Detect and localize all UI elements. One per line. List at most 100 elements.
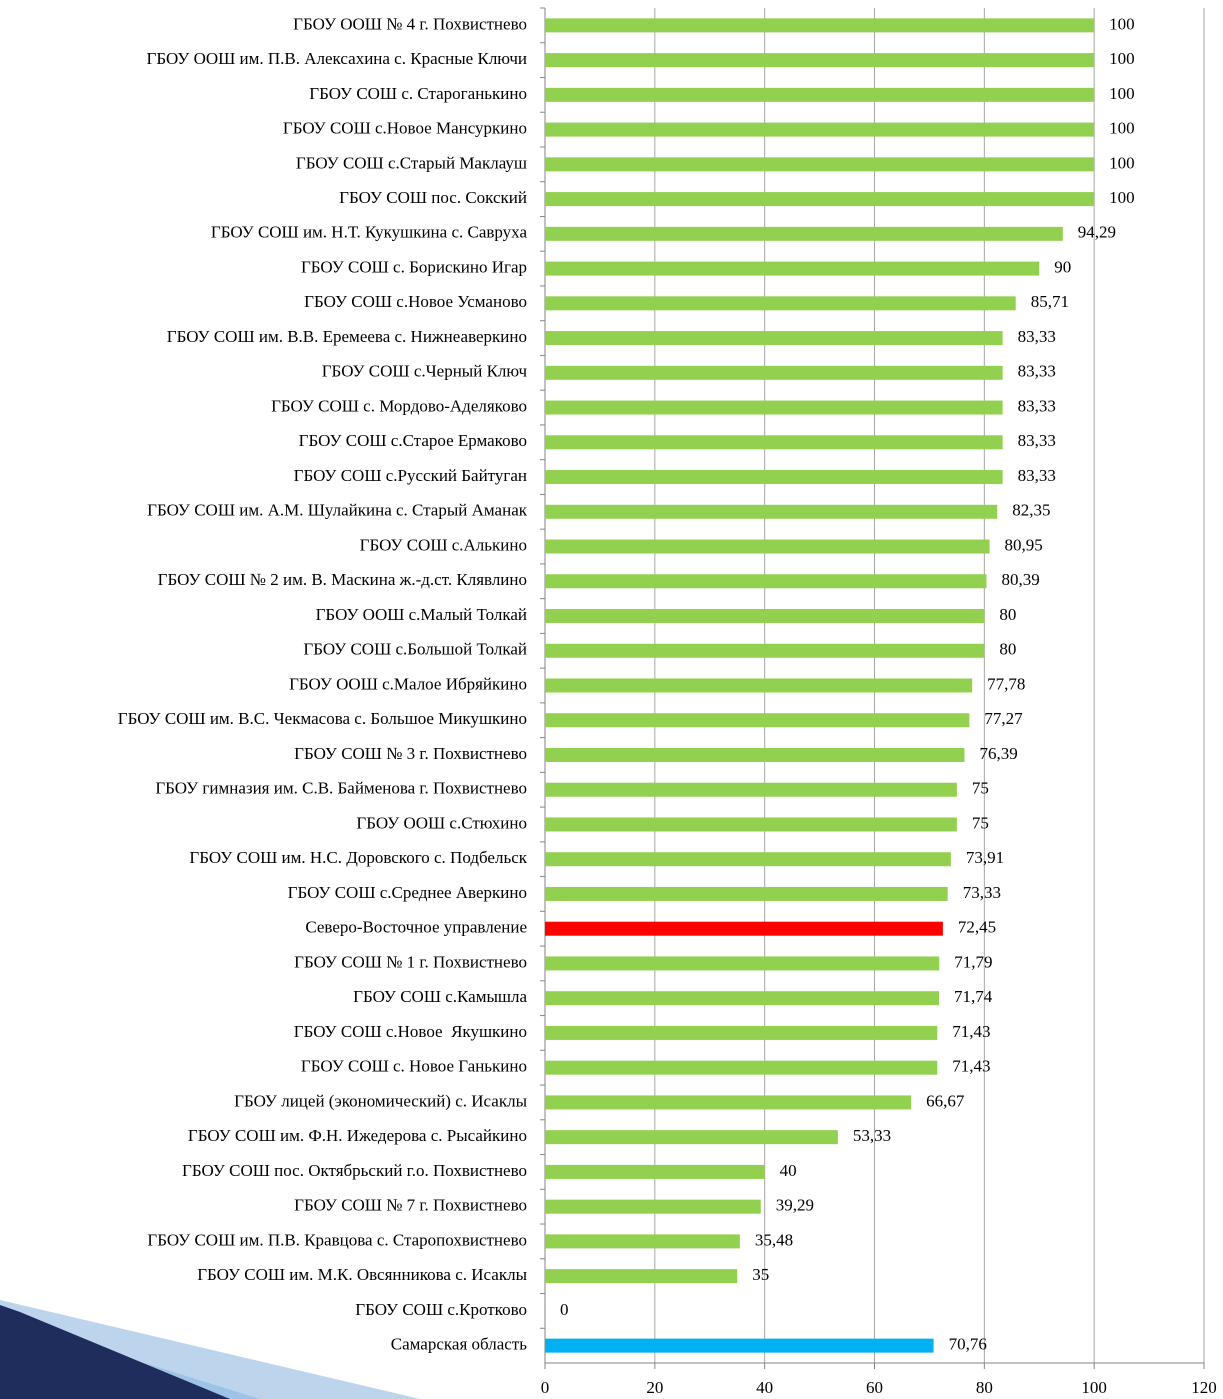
value-label: 100 — [1109, 84, 1135, 103]
value-label: 77,78 — [987, 674, 1025, 693]
value-label: 71,43 — [952, 1022, 990, 1041]
bar — [545, 122, 1095, 137]
bar — [545, 609, 985, 624]
value-label: 73,33 — [963, 883, 1001, 902]
bar — [545, 261, 1040, 276]
bar — [545, 1025, 938, 1040]
bar — [545, 782, 957, 797]
x-tick-label: 120 — [1191, 1378, 1217, 1397]
decoration — [0, 1305, 230, 1399]
y-tick-label: ГБОУ СОШ им. Ф.Н. Ижедерова с. Рысайкино — [188, 1126, 527, 1145]
value-label: 100 — [1109, 153, 1135, 172]
bar — [545, 991, 939, 1006]
value-label: 80 — [999, 605, 1016, 624]
value-label: 100 — [1109, 119, 1135, 138]
bar — [545, 956, 940, 971]
y-tick-label: ГБОУ СОШ с.Новое Усманово — [304, 292, 527, 311]
value-label: 77,27 — [984, 709, 1023, 728]
y-tick-label: ГБОУ СОШ с.Старое Ермаково — [299, 431, 527, 450]
value-label: 39,29 — [776, 1196, 814, 1215]
bar — [545, 226, 1063, 241]
bar — [545, 470, 1003, 485]
x-tick-label: 20 — [646, 1378, 663, 1397]
bar — [545, 539, 990, 554]
x-tick-label: 80 — [976, 1378, 993, 1397]
bar — [545, 1095, 912, 1110]
y-tick-label: ГБОУ ООШ с.Малый Толкай — [316, 605, 527, 624]
y-tick-label: ГБОУ СОШ им. В.С. Чекмасова с. Большое М… — [118, 709, 527, 728]
bar — [545, 678, 973, 693]
y-tick-label: ГБОУ СОШ им. М.К. Овсянникова с. Исаклы — [197, 1265, 527, 1284]
y-tick-label: Самарская область — [391, 1335, 527, 1354]
bar — [545, 1130, 838, 1145]
y-tick-label: ГБОУ ООШ с.Малое Ибряйкино — [289, 674, 527, 693]
y-tick-label: ГБОУ СОШ им. Н.Т. Кукушкина с. Савруха — [211, 223, 528, 242]
y-tick-label: ГБОУ СОШ с.Черный Ключ — [322, 362, 528, 381]
y-tick-label: ГБОУ СОШ с.Старый Маклауш — [296, 153, 527, 172]
bar — [545, 1234, 740, 1249]
bar — [545, 1164, 765, 1179]
y-tick-label: ГБОУ СОШ им. Н.С. Доровского с. Подбельс… — [189, 848, 527, 867]
value-label: 82,35 — [1012, 501, 1050, 520]
bar — [545, 643, 985, 658]
y-tick-label: ГБОУ СОШ с. Борискино Игар — [301, 257, 527, 276]
y-tick-label: ГБОУ СОШ с.Алькино — [360, 535, 527, 554]
y-tick-label: ГБОУ СОШ с.Русский Байтуган — [294, 466, 527, 485]
value-label: 80,39 — [1001, 570, 1039, 589]
y-tick-label: ГБОУ СОШ № 1 г. Похвистнево — [294, 952, 527, 971]
value-label: 71,74 — [954, 987, 993, 1006]
bar — [545, 817, 957, 832]
y-tick-label: ГБОУ СОШ с. Староганькино — [309, 84, 527, 103]
value-label: 100 — [1109, 14, 1135, 33]
y-tick-label: ГБОУ СОШ с. Мордово-Аделяково — [271, 396, 527, 415]
y-tick-label: ГБОУ СОШ с.Камышла — [353, 987, 527, 1006]
bar — [545, 1338, 934, 1353]
bar — [545, 87, 1095, 102]
y-tick-label: ГБОУ гимназия им. С.В. Байменова г. Похв… — [155, 779, 527, 798]
value-label: 66,67 — [926, 1091, 965, 1110]
value-label: 53,33 — [853, 1126, 891, 1145]
bar — [545, 296, 1016, 311]
bar — [545, 713, 970, 728]
y-tick-label: ГБОУ СОШ № 3 г. Похвистнево — [294, 744, 527, 763]
value-label: 80,95 — [1005, 535, 1043, 554]
value-label: 76,39 — [980, 744, 1018, 763]
bar — [545, 921, 943, 936]
y-tick-label: ГБОУ СОШ с.Кротково — [355, 1300, 527, 1319]
y-tick-label: ГБОУ СОШ пос. Сокский — [339, 188, 527, 207]
value-label: 0 — [560, 1300, 569, 1319]
bar — [545, 157, 1095, 172]
y-tick-label: ГБОУ ООШ с.Стюхино — [356, 813, 527, 832]
bar — [545, 365, 1003, 380]
value-label: 70,76 — [949, 1335, 987, 1354]
value-label: 80 — [999, 640, 1016, 659]
bar — [545, 504, 998, 519]
value-label: 71,43 — [952, 1057, 990, 1076]
y-tick-label: ГБОУ СОШ с.Среднее Аверкино — [288, 883, 527, 902]
value-label: 100 — [1109, 49, 1135, 68]
bar — [545, 192, 1095, 207]
y-tick-label: ГБОУ ООШ № 4 г. Похвистнево — [293, 14, 527, 33]
bar — [545, 435, 1003, 450]
value-label: 73,91 — [966, 848, 1004, 867]
value-label: 94,29 — [1078, 223, 1116, 242]
bar — [545, 400, 1003, 415]
y-tick-label: ГБОУ ООШ им. П.В. Алексахина с. Красные … — [147, 49, 528, 68]
x-tick-label: 60 — [866, 1378, 883, 1397]
value-label: 35 — [752, 1265, 769, 1284]
y-tick-label: ГБОУ СОШ пос. Октябрьский г.о. Похвистне… — [182, 1161, 527, 1180]
bar — [545, 53, 1095, 68]
bar — [545, 1199, 761, 1214]
value-label: 83,33 — [1018, 431, 1056, 450]
value-label: 83,33 — [1018, 327, 1056, 346]
value-label: 83,33 — [1018, 362, 1056, 381]
y-tick-label: ГБОУ СОШ № 7 г. Похвистнево — [294, 1196, 527, 1215]
y-tick-label: ГБОУ лицей (экономический) с. Исаклы — [234, 1091, 527, 1110]
bar — [545, 747, 965, 762]
value-label: 83,33 — [1018, 396, 1056, 415]
value-label: 83,33 — [1018, 466, 1056, 485]
bar — [545, 886, 948, 901]
value-label: 85,71 — [1031, 292, 1069, 311]
